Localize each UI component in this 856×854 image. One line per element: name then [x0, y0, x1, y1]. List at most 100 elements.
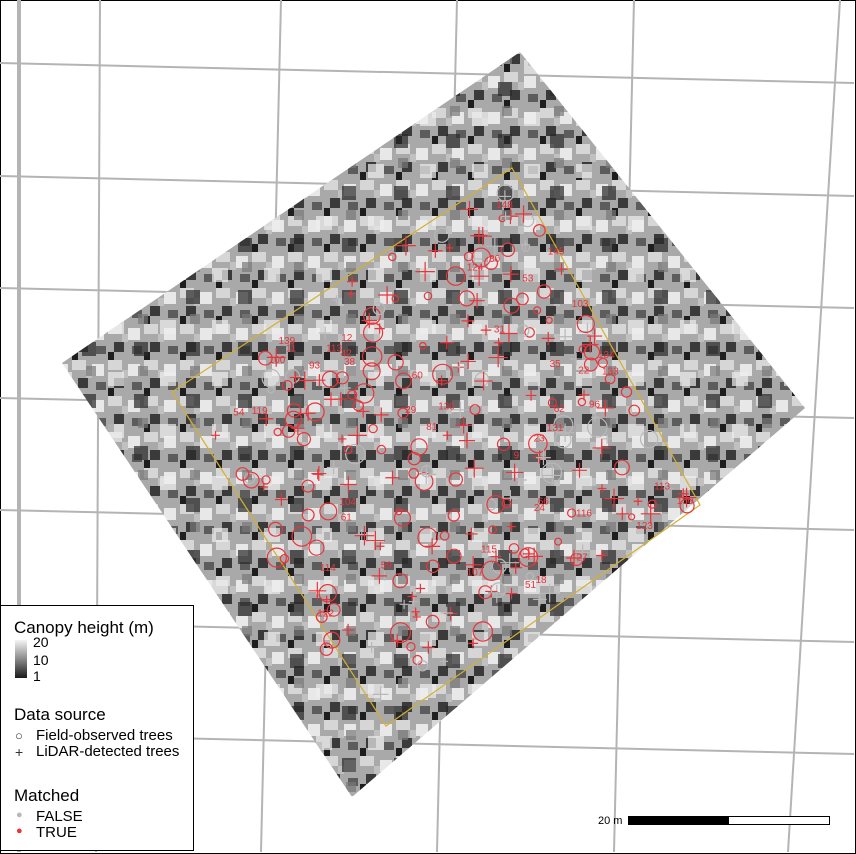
lidar-tree-marker[interactable] [411, 607, 420, 617]
field-tree-marker[interactable] [447, 509, 460, 522]
lidar-tree-marker[interactable] [633, 496, 643, 506]
field-tree-marker[interactable] [620, 386, 633, 398]
lidar-tree-marker[interactable] [347, 289, 356, 298]
lidar-tree-marker[interactable] [366, 642, 378, 653]
field-tree-marker[interactable] [291, 526, 313, 547]
field-tree-marker[interactable] [474, 372, 490, 387]
lidar-tree-marker[interactable] [455, 416, 473, 434]
lidar-tree-marker[interactable] [415, 583, 426, 594]
field-tree-marker[interactable] [363, 322, 384, 343]
lidar-tree-marker[interactable] [514, 205, 533, 223]
lidar-tree-marker[interactable] [586, 328, 603, 344]
field-tree-marker[interactable] [388, 252, 397, 262]
lidar-tree-marker[interactable] [428, 243, 443, 258]
field-tree-marker[interactable] [533, 306, 542, 315]
lidar-tree-marker[interactable] [311, 466, 327, 482]
field-tree-marker[interactable] [361, 346, 383, 367]
field-tree-marker[interactable] [434, 227, 450, 243]
field-tree-marker[interactable] [416, 660, 429, 672]
field-tree-marker[interactable] [577, 397, 587, 407]
lidar-tree-marker[interactable] [356, 529, 368, 540]
field-tree-marker[interactable] [406, 642, 416, 652]
field-tree-marker[interactable] [471, 247, 492, 268]
field-tree-marker[interactable] [578, 345, 587, 354]
lidar-tree-marker[interactable] [663, 483, 674, 494]
field-tree-marker[interactable] [583, 357, 598, 372]
lidar-tree-marker[interactable] [326, 460, 341, 475]
lidar-tree-marker[interactable] [442, 430, 452, 440]
field-tree-marker[interactable] [490, 582, 507, 598]
field-tree-marker[interactable] [491, 558, 507, 574]
field-tree-marker[interactable] [372, 302, 386, 316]
lidar-tree-marker[interactable] [308, 581, 327, 600]
field-tree-marker[interactable] [516, 292, 529, 306]
field-tree-marker[interactable] [261, 475, 271, 485]
lidar-tree-marker[interactable] [490, 551, 502, 562]
field-tree-marker[interactable] [315, 611, 328, 623]
field-tree-marker[interactable] [501, 498, 512, 509]
field-tree-marker[interactable] [285, 368, 301, 384]
field-tree-marker[interactable] [362, 362, 381, 381]
field-tree-marker[interactable] [390, 622, 412, 644]
field-tree-marker[interactable] [268, 521, 284, 537]
lidar-tree-marker[interactable] [422, 641, 435, 654]
field-tree-marker[interactable] [301, 479, 315, 493]
field-tree-marker[interactable] [439, 530, 450, 541]
field-tree-marker[interactable] [363, 307, 381, 325]
lidar-tree-marker[interactable] [451, 359, 468, 375]
lidar-tree-marker[interactable] [445, 243, 454, 252]
field-tree-marker[interactable] [392, 572, 408, 589]
lidar-tree-marker[interactable] [582, 336, 599, 353]
field-tree-marker[interactable] [533, 223, 546, 237]
field-tree-marker[interactable] [528, 433, 548, 454]
field-tree-marker[interactable] [395, 372, 412, 390]
field-tree-marker[interactable] [554, 537, 563, 546]
lidar-tree-marker[interactable] [333, 392, 348, 406]
lidar-tree-marker[interactable] [365, 531, 385, 551]
lidar-tree-marker[interactable] [485, 237, 504, 256]
lidar-tree-marker[interactable] [615, 507, 629, 521]
lidar-tree-marker[interactable] [464, 556, 482, 574]
lidar-tree-marker[interactable] [578, 389, 590, 401]
lidar-tree-marker[interactable] [591, 413, 600, 422]
field-tree-marker[interactable] [519, 548, 530, 559]
lidar-tree-marker[interactable] [488, 347, 508, 368]
field-tree-marker[interactable] [301, 508, 315, 522]
lidar-tree-marker[interactable] [498, 190, 512, 203]
field-tree-marker[interactable] [243, 472, 256, 485]
field-tree-marker[interactable] [484, 498, 497, 511]
field-tree-marker[interactable] [273, 427, 282, 437]
field-tree-marker[interactable] [423, 291, 433, 301]
lidar-tree-marker[interactable] [640, 503, 661, 524]
field-tree-marker[interactable] [508, 543, 520, 554]
lidar-tree-marker[interactable] [474, 371, 493, 391]
lidar-tree-marker[interactable] [502, 266, 519, 283]
field-tree-marker[interactable] [639, 430, 659, 449]
lidar-tree-marker[interactable] [378, 286, 396, 304]
field-tree-marker[interactable] [235, 467, 250, 481]
lidar-tree-marker[interactable] [596, 549, 608, 562]
field-tree-marker[interactable] [516, 324, 530, 337]
lidar-tree-marker[interactable] [480, 324, 492, 336]
field-tree-marker[interactable] [525, 572, 535, 581]
lidar-tree-marker[interactable] [439, 335, 454, 350]
lidar-tree-marker[interactable] [459, 432, 475, 449]
lidar-tree-marker[interactable] [505, 587, 518, 600]
lidar-tree-marker[interactable] [490, 253, 499, 262]
lidar-tree-marker[interactable] [493, 337, 504, 348]
field-tree-marker[interactable] [503, 297, 520, 314]
lidar-tree-marker[interactable] [602, 433, 612, 444]
lidar-tree-marker[interactable] [592, 438, 611, 458]
field-tree-marker[interactable] [597, 357, 609, 368]
lidar-tree-marker[interactable] [565, 549, 583, 567]
field-tree-marker[interactable] [407, 451, 421, 466]
lidar-tree-marker[interactable] [542, 465, 563, 486]
lidar-tree-marker[interactable] [515, 474, 527, 486]
lidar-tree-marker[interactable] [318, 326, 332, 340]
field-tree-marker[interactable] [323, 631, 341, 649]
lidar-tree-marker[interactable] [469, 266, 489, 286]
lidar-tree-marker[interactable] [533, 592, 547, 607]
field-tree-marker[interactable] [553, 415, 574, 436]
field-tree-marker[interactable] [566, 508, 577, 518]
